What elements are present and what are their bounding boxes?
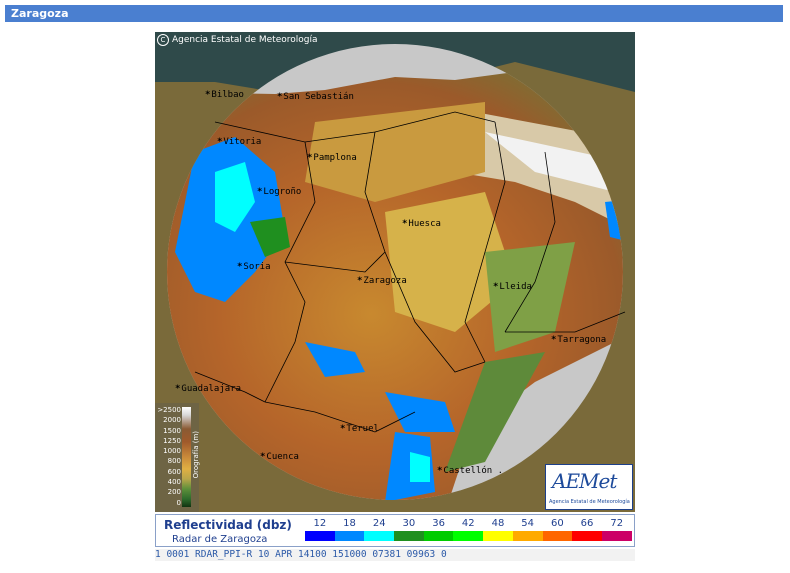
echo-west-core [215, 162, 255, 232]
city-label: Zaragoza [357, 276, 406, 286]
scale-swatch [572, 531, 602, 541]
credit-text: Agencia Estatal de Meteorología [172, 35, 318, 45]
coast-lowland [445, 352, 545, 472]
city-label: Logroño [257, 187, 301, 197]
green-lowland [485, 242, 575, 352]
scale-label: 12 [313, 518, 327, 529]
orography-level: 1000 [163, 447, 181, 456]
scale-swatch [305, 531, 335, 541]
city-label: Soria [237, 262, 270, 272]
scale-label: 66 [580, 518, 594, 529]
orography-level: 0 [176, 498, 181, 507]
scale-label: 18 [343, 518, 356, 529]
echo-west-strong [250, 217, 290, 257]
terrain-map [155, 32, 635, 512]
orography-level: 2000 [163, 416, 181, 425]
orography-level: 200 [167, 488, 181, 497]
reflectivity-scale: 12 18 24 30 36 42 48 54 60 66 72 [305, 518, 632, 541]
scale-label: 24 [372, 518, 386, 529]
scale-swatch [334, 531, 365, 541]
scale-swatch [512, 531, 543, 541]
map-credit: C Agencia Estatal de Meteorología [157, 34, 318, 46]
scale-swatch [542, 531, 573, 541]
page-title: Zaragoza [5, 5, 783, 22]
logo-wordmark: AEMet [552, 469, 617, 493]
echo-southeast [385, 392, 455, 432]
radar-map: C Agencia Estatal de Meteorología Bilbao… [155, 32, 635, 512]
scale-label: 60 [550, 518, 564, 529]
scale-swatch [423, 531, 454, 541]
orography-level: 800 [167, 457, 181, 466]
city-label: San Sebastián [277, 92, 353, 102]
snow-peaks [485, 132, 623, 192]
scale-swatch [453, 531, 484, 541]
city-label: Bilbao [205, 90, 244, 100]
orography-level: 400 [167, 478, 181, 487]
legend-title: Reflectividad (dbz) [164, 518, 292, 532]
orography-level: 600 [167, 467, 181, 476]
legend-subtitle: Radar de Zaragoza [172, 534, 268, 545]
scale-swatch [601, 531, 632, 541]
aemet-logo: AEMet Agencia Estatal de Meteorología [545, 464, 633, 510]
city-label: Pamplona [307, 153, 356, 163]
reflectivity-legend: Reflectividad (dbz) Radar de Zaragoza 12… [155, 514, 635, 547]
echo-center [305, 342, 365, 377]
echo-south-core [410, 452, 430, 482]
city-label: Guadalajara [175, 384, 241, 394]
ebro-north [305, 102, 485, 202]
orography-level: 1500 [163, 426, 181, 435]
scale-label: 54 [521, 518, 535, 529]
city-label: Cuenca [260, 452, 299, 462]
scale-label: 42 [461, 518, 475, 529]
city-label: Vitoria [217, 137, 261, 147]
logo-subtitle: Agencia Estatal de Meteorología [549, 499, 630, 505]
city-label: Huesca [402, 219, 441, 229]
borders [194, 111, 626, 433]
city-label: Castellón . [437, 466, 503, 476]
orography-title: Orografía (m) [192, 431, 200, 479]
orography-legend: >2500 2000 1500 1250 1000 800 600 400 20… [155, 403, 200, 512]
scale-swatch [364, 531, 395, 541]
scale-label: 48 [491, 518, 505, 529]
copyright-icon: C [157, 34, 169, 46]
city-label: Lleida [493, 282, 532, 292]
orography-level: 1250 [163, 436, 181, 445]
scale-label: 36 [432, 518, 445, 529]
scale-swatch [394, 531, 424, 541]
scale-label: 72 [610, 518, 624, 529]
city-label: Tarragona [551, 335, 606, 345]
orography-colorbar [182, 407, 191, 507]
scale-swatch [483, 531, 513, 541]
scale-label: 30 [402, 518, 416, 529]
orography-level: >2500 [157, 406, 181, 414]
city-label: Teruel [340, 424, 379, 434]
radar-info-line: 1 0001 RDAR_PPI-R 10 APR 14100 151000 07… [155, 549, 635, 561]
